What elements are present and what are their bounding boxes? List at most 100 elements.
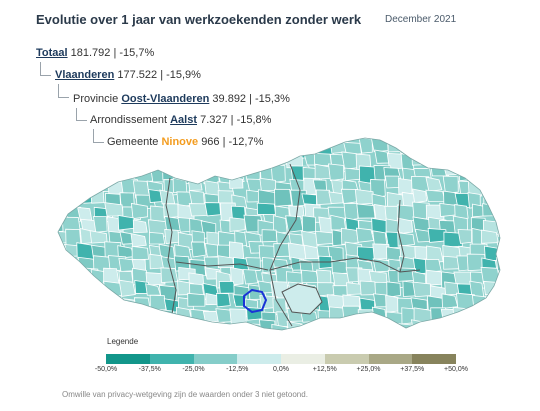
- municipality-area[interactable]: [328, 163, 345, 182]
- municipality-area[interactable]: [216, 149, 232, 167]
- municipality-area[interactable]: [484, 178, 502, 193]
- municipality-area[interactable]: [469, 319, 488, 334]
- municipality-area[interactable]: [78, 306, 95, 325]
- municipality-area[interactable]: [50, 205, 66, 219]
- municipality-area[interactable]: [117, 214, 136, 231]
- municipality-area[interactable]: [458, 152, 473, 169]
- municipality-area[interactable]: [162, 164, 181, 181]
- municipality-area[interactable]: [187, 177, 203, 191]
- municipality-area[interactable]: [471, 140, 488, 158]
- municipality-area[interactable]: [50, 180, 67, 197]
- municipality-area[interactable]: [218, 322, 234, 339]
- municipality-area[interactable]: [130, 202, 149, 220]
- municipality-area[interactable]: [243, 151, 262, 170]
- municipality-area[interactable]: [499, 309, 514, 325]
- municipality-area[interactable]: [484, 295, 499, 311]
- municipality-area[interactable]: [499, 229, 520, 249]
- municipality-area[interactable]: [191, 241, 207, 258]
- municipality-area[interactable]: [356, 203, 376, 219]
- municipality-area[interactable]: [501, 152, 515, 168]
- municipality-area[interactable]: [272, 215, 288, 235]
- municipality-area[interactable]: [105, 138, 121, 157]
- municipality-area[interactable]: [105, 307, 126, 327]
- municipality-area[interactable]: [116, 165, 132, 181]
- municipality-area[interactable]: [48, 242, 66, 256]
- municipality-area[interactable]: [496, 219, 516, 238]
- municipality-area[interactable]: [425, 258, 442, 273]
- municipality-area[interactable]: [482, 139, 501, 154]
- municipality-area[interactable]: [424, 139, 442, 155]
- municipality-area[interactable]: [498, 138, 514, 154]
- municipality-area[interactable]: [328, 323, 347, 338]
- municipality-area[interactable]: [130, 233, 147, 248]
- municipality-area[interactable]: [495, 256, 511, 272]
- municipality-area[interactable]: [274, 188, 293, 207]
- municipality-area[interactable]: [397, 232, 415, 247]
- municipality-area[interactable]: [52, 152, 66, 170]
- municipality-area[interactable]: [442, 175, 459, 194]
- municipality-area[interactable]: [230, 322, 248, 339]
- municipality-area[interactable]: [62, 155, 81, 172]
- municipality-area[interactable]: [301, 269, 320, 284]
- municipality-area[interactable]: [498, 271, 517, 289]
- municipality-area[interactable]: [118, 279, 136, 297]
- municipality-area[interactable]: [50, 272, 68, 290]
- municipality-area[interactable]: [49, 194, 65, 212]
- municipality-area[interactable]: [256, 202, 277, 215]
- municipality-area[interactable]: [271, 323, 289, 342]
- municipality-area[interactable]: [64, 283, 82, 298]
- municipality-area[interactable]: [443, 142, 461, 161]
- municipality-area[interactable]: [172, 138, 190, 153]
- municipality-area[interactable]: [149, 231, 166, 245]
- municipality-area[interactable]: [89, 163, 106, 178]
- link-aalst[interactable]: Aalst: [170, 114, 198, 126]
- municipality-area[interactable]: [331, 259, 349, 275]
- municipality-area[interactable]: [162, 318, 177, 334]
- municipality-area[interactable]: [458, 165, 479, 182]
- municipality-area[interactable]: [481, 229, 499, 244]
- municipality-area[interactable]: [429, 322, 451, 340]
- municipality-area[interactable]: [77, 139, 95, 153]
- municipality-area[interactable]: [51, 310, 65, 328]
- municipality-area[interactable]: [52, 280, 69, 298]
- municipality-area[interactable]: [485, 167, 504, 183]
- municipality-area[interactable]: [136, 153, 150, 170]
- municipality-area[interactable]: [354, 188, 375, 205]
- municipality-area[interactable]: [62, 266, 80, 284]
- municipality-area[interactable]: [61, 166, 78, 181]
- municipality-area[interactable]: [149, 319, 172, 334]
- municipality-area[interactable]: [229, 241, 245, 261]
- municipality-area[interactable]: [500, 280, 515, 296]
- municipality-area[interactable]: [133, 138, 149, 153]
- municipality-area[interactable]: [471, 294, 491, 312]
- municipality-area[interactable]: [160, 267, 179, 283]
- municipality-area[interactable]: [104, 202, 124, 217]
- municipality-area[interactable]: [121, 139, 139, 156]
- municipality-area[interactable]: [228, 154, 245, 172]
- municipality-area[interactable]: [160, 141, 181, 161]
- municipality-area[interactable]: [300, 324, 320, 340]
- municipality-area[interactable]: [415, 138, 432, 152]
- municipality-area[interactable]: [480, 305, 499, 319]
- municipality-area[interactable]: [386, 281, 401, 298]
- municipality-area[interactable]: [159, 150, 175, 164]
- municipality-area[interactable]: [78, 293, 98, 313]
- municipality-area[interactable]: [218, 141, 233, 159]
- municipality-area[interactable]: [61, 258, 79, 274]
- municipality-area[interactable]: [94, 321, 110, 333]
- municipality-area[interactable]: [77, 280, 92, 299]
- municipality-area[interactable]: [443, 231, 463, 248]
- municipality-area[interactable]: [172, 322, 188, 339]
- municipality-area[interactable]: [52, 163, 68, 182]
- municipality-area[interactable]: [471, 153, 492, 170]
- municipality-area[interactable]: [426, 150, 445, 165]
- municipality-area[interactable]: [456, 140, 477, 156]
- municipality-area[interactable]: [285, 215, 304, 233]
- municipality-area[interactable]: [274, 140, 293, 155]
- municipality-area[interactable]: [77, 206, 93, 221]
- municipality-area[interactable]: [471, 162, 488, 181]
- municipality-area[interactable]: [372, 323, 394, 337]
- municipality-area[interactable]: [76, 151, 95, 168]
- municipality-area[interactable]: [443, 322, 458, 341]
- municipality-area[interactable]: [494, 322, 510, 339]
